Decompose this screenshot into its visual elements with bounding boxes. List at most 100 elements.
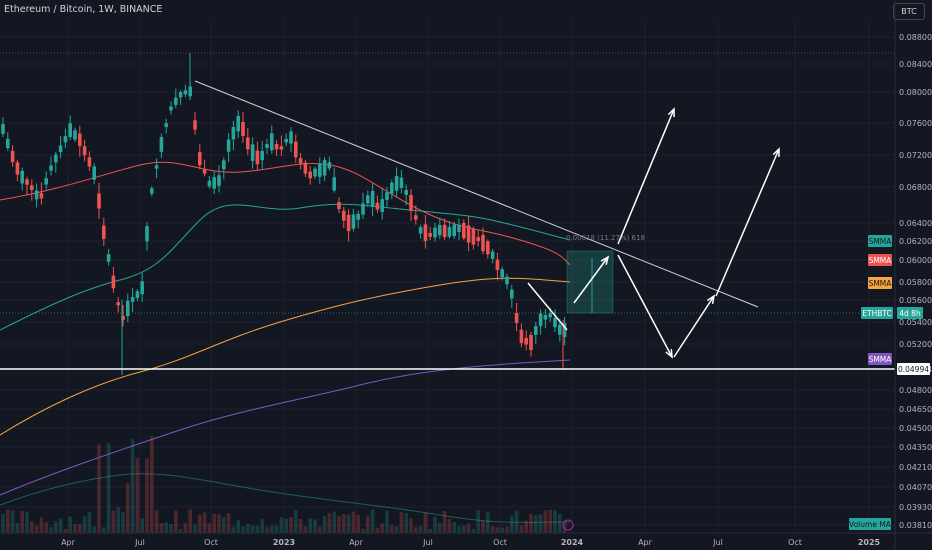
arrow-head — [667, 107, 675, 118]
smma-orange-line — [0, 277, 571, 436]
volume-bar — [10, 510, 15, 533]
volume-bar — [222, 517, 226, 533]
volume-ma-badge-bg — [849, 518, 891, 530]
volume-bar — [534, 515, 538, 533]
measure-label: 0.00618 (11.27%) 618 — [566, 234, 645, 242]
candle — [130, 287, 135, 312]
candle — [1, 117, 5, 137]
chart-title: Ethereum / Bitcoin, 1W, BINANCE — [4, 4, 163, 15]
smma-badge: SMMA — [868, 353, 892, 365]
candle — [217, 165, 221, 193]
volume-bar — [150, 436, 154, 533]
candle — [342, 206, 346, 229]
volume-bar — [92, 526, 96, 533]
candle — [466, 215, 471, 252]
smma-badge-text: SMMA — [869, 279, 893, 288]
volume-bar — [260, 519, 264, 533]
volume-bar — [481, 520, 485, 533]
y-tick-label: 0.06200 — [899, 237, 932, 246]
candle-body — [414, 215, 418, 220]
candle-body — [58, 145, 63, 152]
candle-body — [481, 234, 485, 252]
volume-bar — [212, 513, 216, 533]
drawings: 0.00618 (11.27%) 618 — [0, 80, 895, 531]
y-tick-label: 0.04070 — [899, 483, 932, 492]
candle — [399, 170, 404, 194]
candle-body — [500, 269, 504, 278]
candle-body — [361, 203, 365, 215]
candle-body — [193, 120, 197, 130]
volume-bar — [126, 483, 130, 533]
volume-ma-line — [0, 473, 571, 523]
currency-button[interactable]: BTC — [893, 3, 925, 20]
volume-bar — [342, 513, 346, 533]
volume-bar — [351, 511, 356, 533]
candle-body — [471, 228, 476, 245]
volume-bar — [442, 510, 447, 533]
y-tick-label: 0.06800 — [899, 183, 932, 192]
x-tick-label: 2025 — [858, 538, 881, 547]
candle — [519, 323, 524, 348]
volume-bar — [34, 525, 39, 533]
volume-bar — [438, 522, 442, 533]
x-tick-label: Apr — [61, 538, 76, 547]
candle — [68, 115, 72, 141]
y-tick-label: 0.08000 — [899, 88, 932, 97]
candle — [380, 188, 384, 220]
candle-body — [25, 179, 29, 185]
candle — [135, 289, 140, 302]
candle — [174, 88, 178, 109]
smma-badge-bg — [868, 277, 892, 289]
y-tick-label: 0.05400 — [899, 318, 932, 327]
volume-bar — [111, 510, 116, 533]
volume-bar — [366, 516, 370, 533]
volume-bar — [178, 528, 183, 533]
volume-bar — [303, 526, 308, 533]
candle — [6, 132, 10, 151]
candle — [318, 157, 322, 184]
candle-body — [169, 106, 173, 111]
volume-bar — [246, 523, 250, 533]
candle — [505, 273, 509, 290]
candle — [226, 132, 231, 162]
candle — [106, 249, 111, 266]
candle — [250, 137, 255, 169]
volume-bar — [97, 444, 101, 533]
volume-bar — [466, 523, 471, 533]
candle-body — [241, 121, 245, 137]
volume-bar — [159, 523, 164, 533]
volume-bar — [409, 518, 413, 533]
volume-bar — [447, 518, 452, 533]
volume-bar — [404, 512, 408, 533]
candle-body — [438, 224, 442, 236]
candle-body — [87, 157, 92, 167]
candle — [20, 167, 24, 191]
volume-bar — [318, 526, 322, 533]
x-tick-label: 2024 — [561, 538, 584, 547]
volume-bar — [58, 518, 63, 533]
volume-bar — [274, 525, 279, 533]
candle-body — [207, 180, 212, 187]
candle-body — [140, 281, 144, 295]
y-tick-label: 0.08400 — [899, 60, 932, 69]
candle — [332, 167, 336, 193]
candle-body — [514, 312, 519, 324]
candle — [193, 111, 197, 135]
candle-body — [164, 123, 168, 128]
volume-bar — [116, 507, 120, 533]
x-tick-label: Jul — [134, 538, 145, 547]
y-tick-label: 0.04800 — [899, 386, 932, 395]
candle — [452, 221, 456, 239]
candle — [73, 127, 77, 143]
candle-body — [111, 275, 116, 289]
candle-body — [428, 233, 432, 237]
candle — [433, 222, 437, 242]
ethbtc-badge-bg — [861, 307, 893, 319]
candle — [414, 205, 418, 225]
volume-bar — [39, 517, 44, 533]
candle-body — [274, 143, 279, 150]
candle-body — [130, 297, 135, 302]
candle-body — [279, 146, 284, 150]
volume-bar — [414, 527, 418, 533]
